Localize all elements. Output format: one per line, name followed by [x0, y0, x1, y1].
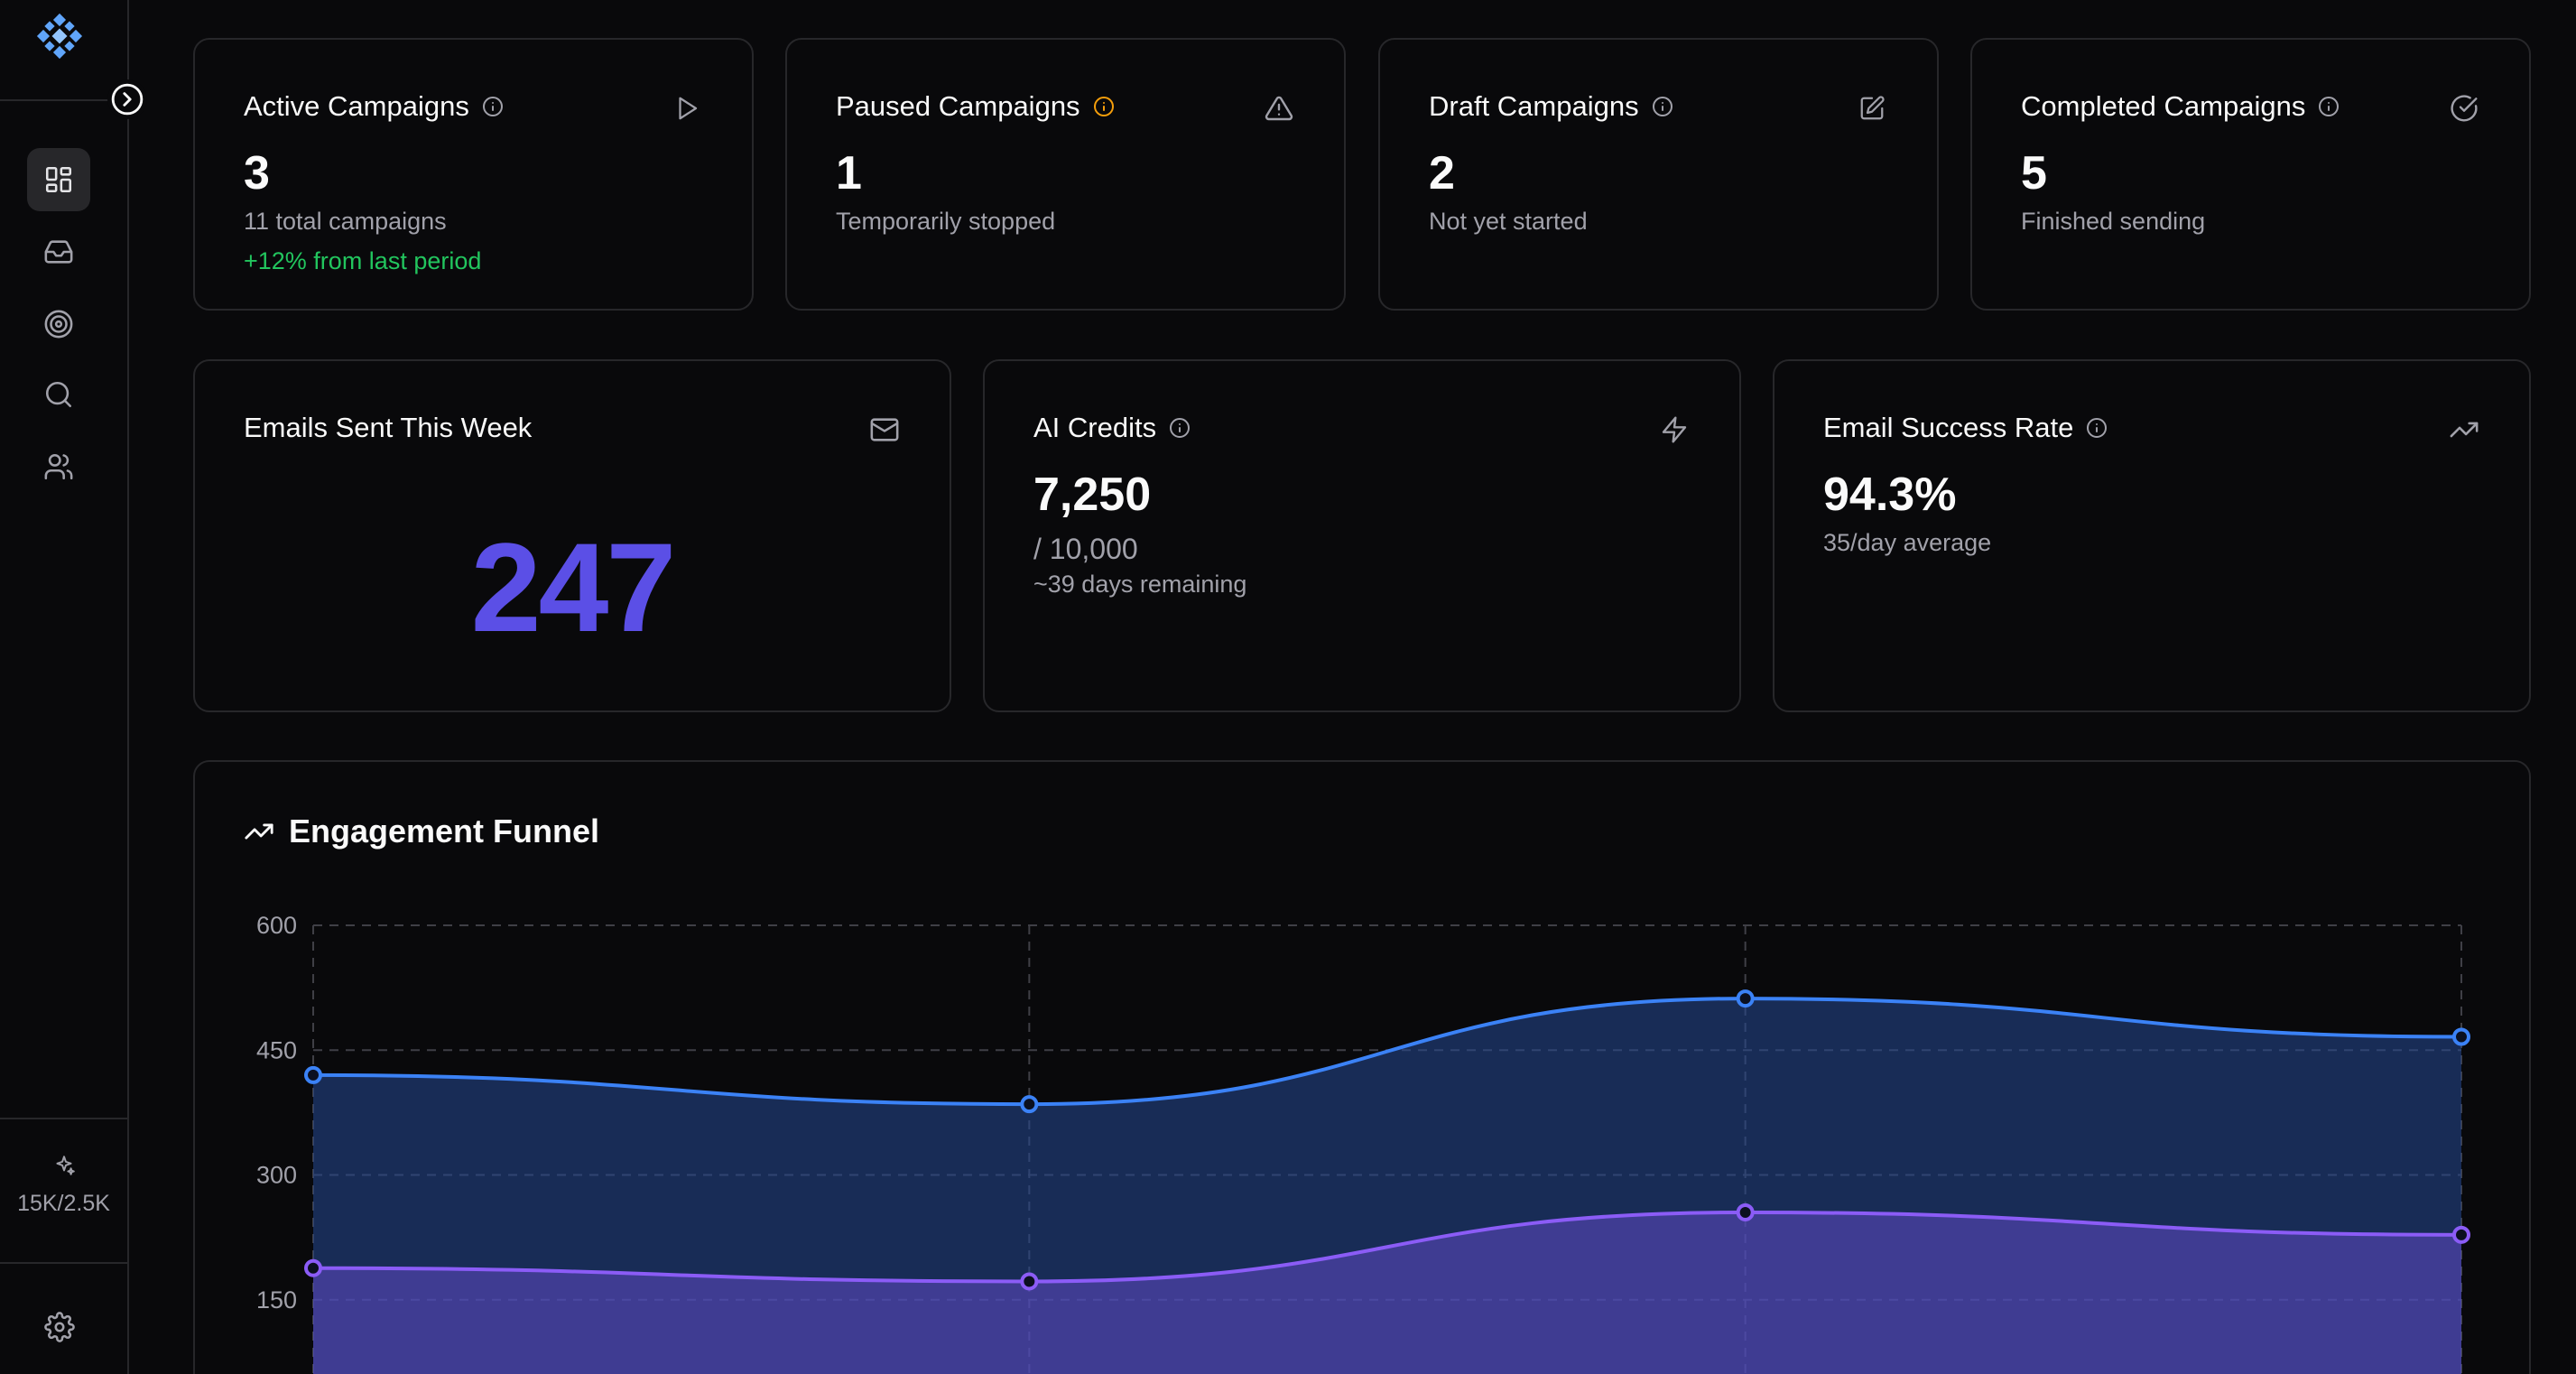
sidebar-item-inbox[interactable]	[27, 220, 90, 283]
card-title: Completed Campaigns	[2021, 90, 2340, 123]
sidebar-item-search[interactable]	[27, 363, 90, 426]
series-area-1	[313, 1212, 2461, 1374]
data-point	[1736, 989, 1755, 1008]
draft-campaigns-sub: Not yet started	[1429, 208, 1588, 235]
data-point	[304, 1065, 322, 1084]
emails-sent-title: Emails Sent This Week	[244, 412, 533, 443]
edit-icon	[1856, 92, 1888, 125]
success-rate-card: Email Success Rate 94.3% 35/day average	[1773, 359, 2531, 712]
sidebar-item-campaigns[interactable]	[27, 292, 90, 356]
trending-up-icon	[2448, 413, 2480, 446]
data-point	[1020, 1095, 1039, 1114]
sparkles-icon	[55, 1156, 75, 1175]
info-icon[interactable]	[2318, 96, 2340, 117]
completed-campaigns-card: Completed Campaigns 5 Finished sending	[1970, 38, 2531, 311]
completed-campaigns-title: Completed Campaigns	[2021, 90, 2306, 122]
draft-campaigns-card: Draft Campaigns 2 Not yet started	[1378, 38, 1939, 311]
ai-credits-value: 7,250	[1033, 469, 1152, 521]
data-point	[304, 1258, 322, 1277]
info-icon[interactable]	[2086, 417, 2108, 439]
card-title: Draft Campaigns	[1429, 90, 1673, 123]
y-tick-label: 300	[256, 1162, 297, 1189]
completed-campaigns-sub: Finished sending	[2021, 208, 2206, 235]
credits-indicator[interactable]: 15K/2.5K	[0, 1154, 127, 1217]
ai-credits-remaining: ~39 days remaining	[1033, 571, 1247, 598]
dashboard-icon	[45, 166, 72, 193]
data-point	[2452, 1225, 2470, 1244]
chevron-right-circle-icon	[111, 83, 144, 116]
emails-sent-card: Emails Sent This Week 247	[193, 359, 951, 712]
card-title: Email Success Rate	[1823, 412, 2108, 444]
info-icon[interactable]	[482, 96, 504, 117]
paused-campaigns-value: 1	[836, 147, 862, 200]
active-campaigns-sub: 11 total campaigns	[244, 208, 447, 235]
paused-campaigns-title: Paused Campaigns	[836, 90, 1080, 122]
gear-icon	[44, 1312, 75, 1342]
card-title: Paused Campaigns	[836, 90, 1115, 123]
trending-up-icon	[245, 823, 273, 840]
search-icon	[45, 381, 72, 408]
sidebar-divider	[0, 1262, 127, 1264]
logo-icon[interactable]	[36, 13, 83, 60]
ai-credits-limit: / 10,000	[1033, 533, 1138, 565]
inbox-icon	[44, 240, 73, 264]
info-icon[interactable]	[1093, 96, 1115, 117]
engagement-funnel-chart: 600 450 300 150	[256, 912, 2470, 1374]
chart-title: Engagement Funnel	[244, 812, 599, 850]
credits-indicator-label: 15K/2.5K	[17, 1191, 110, 1216]
data-point	[1020, 1272, 1039, 1291]
series-line-1	[312, 1210, 2462, 1284]
warning-triangle-icon	[1263, 92, 1295, 125]
engagement-funnel-title: Engagement Funnel	[289, 812, 600, 849]
success-rate-title: Email Success Rate	[1823, 412, 2074, 443]
data-point	[1736, 1202, 1755, 1221]
y-tick-label: 450	[256, 1036, 297, 1063]
paused-campaigns-sub: Temporarily stopped	[836, 208, 1056, 235]
target-icon	[44, 310, 73, 339]
play-icon	[671, 92, 703, 125]
sidebar-item-users[interactable]	[27, 435, 90, 498]
settings-button[interactable]	[40, 1307, 79, 1347]
active-campaigns-trend: +12% from last period	[244, 247, 482, 274]
info-icon[interactable]	[1652, 96, 1673, 117]
y-tick-label: 150	[256, 1286, 297, 1314]
data-point	[2452, 1027, 2470, 1046]
series-line-0	[312, 997, 2462, 1107]
users-icon	[44, 453, 73, 480]
y-tick-label: 600	[256, 912, 297, 939]
paused-campaigns-card: Paused Campaigns 1 Temporarily stopped	[785, 38, 1346, 311]
completed-campaigns-value: 5	[2021, 147, 2047, 200]
sidebar-divider	[0, 1118, 127, 1119]
sidebar: 15K/2.5K	[0, 0, 129, 1374]
active-campaigns-title: Active Campaigns	[244, 90, 469, 122]
emails-sent-value: 247	[470, 516, 677, 658]
card-title: Active Campaigns	[244, 90, 504, 123]
draft-campaigns-title: Draft Campaigns	[1429, 90, 1639, 122]
card-title: AI Credits	[1033, 412, 1191, 444]
mail-icon	[868, 413, 901, 446]
ai-credits-title: AI Credits	[1033, 412, 1157, 443]
lightning-icon	[1658, 413, 1691, 446]
success-rate-sub: 35/day average	[1823, 529, 1992, 556]
draft-campaigns-value: 2	[1429, 147, 1455, 200]
ai-credits-card: AI Credits 7,250 / 10,000 ~39 days remai…	[983, 359, 1741, 712]
sidebar-item-dashboard[interactable]	[27, 148, 90, 211]
success-rate-value: 94.3%	[1823, 469, 1957, 521]
info-icon[interactable]	[1169, 417, 1191, 439]
sidebar-divider	[0, 99, 127, 101]
sidebar-collapse-button[interactable]	[107, 79, 147, 119]
check-circle-icon	[2448, 92, 2480, 125]
active-campaigns-card: Active Campaigns 3 11 total campaigns +1…	[193, 38, 754, 311]
active-campaigns-value: 3	[244, 147, 270, 200]
engagement-funnel-card: Engagement Funnel 600 450 300 150	[193, 760, 2531, 1374]
